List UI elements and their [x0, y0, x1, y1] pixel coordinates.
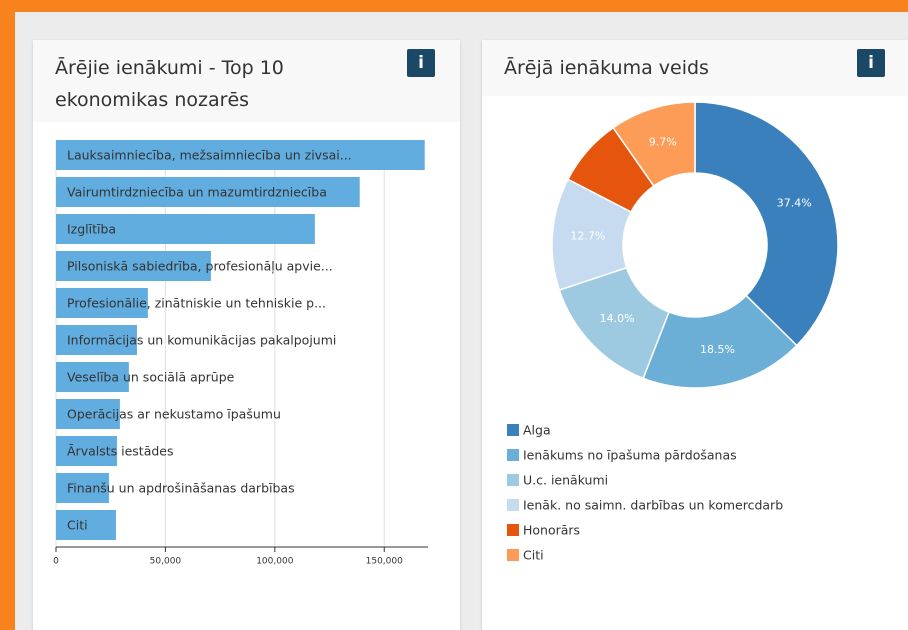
bar-label: Pilsoniskā sabiedrība, profesionāļu apvi… — [67, 259, 333, 274]
slice-label: 18.5% — [700, 343, 735, 356]
bar-label: Ārvalsts iestādes — [67, 444, 174, 459]
slice-label: 9.7% — [649, 135, 677, 148]
bar-label: Izglītība — [67, 222, 116, 237]
bar-label: Lauksaimniecība, mežsaimniecība un zivsa… — [67, 148, 352, 163]
legend-label: Ienākums no īpašuma pārdošanas — [523, 448, 737, 463]
legend-label: Ienāk. no saimn. darbības un komercdarb — [523, 498, 783, 513]
bar — [56, 399, 120, 429]
bar-label: Finanšu un apdrošināšanas darbības — [67, 481, 295, 496]
info-button[interactable]: i — [857, 49, 885, 77]
legend-swatch — [507, 474, 519, 486]
donut-slice — [612, 101, 696, 188]
legend-swatch — [507, 449, 519, 461]
card: Ārējie ienākumi - Top 10 ekonomikas noza… — [33, 40, 460, 630]
legend-label: Citi — [523, 548, 544, 563]
legend-label: Alga — [523, 423, 551, 438]
x-tick-label: 100,000 — [256, 557, 293, 567]
bar-label: Operācijas ar nekustamo īpašumu — [67, 407, 281, 422]
card-header — [482, 40, 908, 96]
bar — [56, 140, 425, 170]
donut-slice — [694, 101, 839, 347]
card: Ārējā ienākuma veids i 37.4% 18.5% 14.0% 12… — [482, 40, 908, 630]
bar — [56, 510, 116, 540]
slice-label: 14.0% — [600, 312, 635, 325]
card-title: Ārējie ienākumi - Top 10 ekonomikas noza… — [55, 57, 284, 111]
bar-label: Informācijas un komunikācijas pakalpojum… — [67, 333, 336, 348]
info-button[interactable]: i — [407, 49, 435, 77]
bar — [56, 177, 360, 207]
dashboard: Ārējie ienākumi - Top 10 ekonomikas noza… — [15, 12, 908, 630]
bar — [56, 214, 315, 244]
donut-slice — [642, 294, 798, 389]
card-title: Ārējā ienākuma veids — [504, 57, 709, 79]
slice-label: 37.4% — [777, 197, 812, 210]
bar-chart: 0 50,000 100,000 150,000 Lauksaimniecība, me… — [53, 140, 428, 567]
legend-swatch — [507, 524, 519, 536]
legend-swatch — [507, 549, 519, 561]
bar — [56, 436, 118, 466]
bar-label: Vairumtirdzniecība un mazumtirdzniecība — [67, 185, 327, 200]
x-tick-label: 150,000 — [366, 557, 403, 567]
x-tick-label: 0 — [53, 557, 59, 567]
legend-label: Honorārs — [523, 523, 580, 538]
bar — [56, 251, 211, 281]
bar — [56, 325, 137, 355]
bar-label: Veselība un sociālā aprūpe — [67, 370, 235, 385]
slice-label: 12.7% — [570, 230, 605, 243]
bar — [56, 473, 109, 503]
card-header — [33, 40, 460, 122]
bar-label: Citi — [67, 518, 88, 533]
legend-swatch — [507, 424, 519, 436]
legend-swatch — [507, 499, 519, 511]
donut-chart: 37.4% 18.5% 14.0% 12.7% 9.7% Alga Ienākums no … — [507, 101, 839, 563]
bar — [56, 362, 129, 392]
bar-label: Profesionālie, zinātniskie un tehniskie … — [67, 296, 326, 311]
x-tick-label: 50,000 — [150, 557, 182, 567]
bar — [56, 288, 148, 318]
legend-label: U.c. ienākumi — [523, 473, 608, 488]
